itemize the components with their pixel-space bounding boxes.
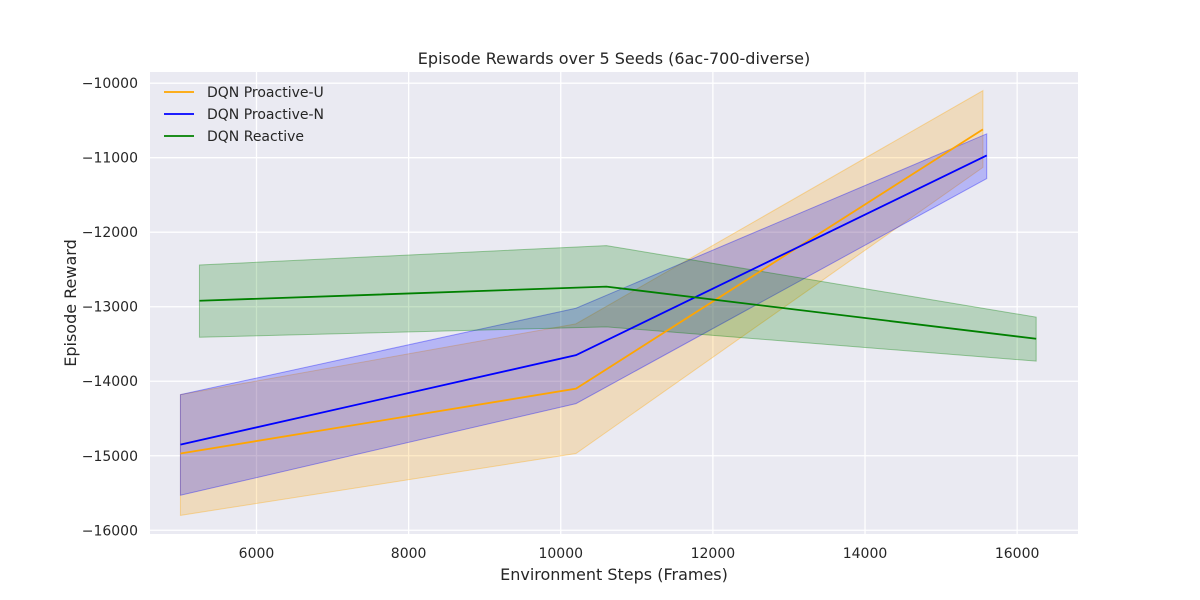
- y-tick-label: −15000: [82, 449, 138, 465]
- legend-label: DQN Proactive-N: [207, 107, 324, 123]
- tick-labels: 6000 8000 10000 12000 14000 16000 −16000 −15000…: [82, 76, 1040, 562]
- grid: [150, 72, 1078, 534]
- chart-title: Episode Rewards over 5 Seeds (6ac-700-di…: [418, 49, 810, 68]
- confidence-band: [198, 245, 1037, 362]
- x-tick-label: 12000: [691, 546, 736, 562]
- x-tick-label: 14000: [843, 546, 888, 562]
- legend-label: DQN Reactive: [207, 129, 304, 145]
- x-tick-label: 6000: [239, 546, 275, 562]
- x-tick-label: 10000: [538, 546, 583, 562]
- x-tick-label: 8000: [391, 546, 427, 562]
- y-tick-label: −13000: [82, 300, 138, 316]
- series-line: [180, 128, 984, 455]
- plot-background: [150, 72, 1078, 534]
- series-line: [199, 285, 1037, 340]
- series-lines: [180, 128, 1037, 455]
- x-tick-label: 16000: [995, 546, 1040, 562]
- legend: DQN Proactive-U DQN Proactive-N DQN Reacti…: [164, 85, 324, 145]
- y-tick-label: −11000: [82, 151, 138, 167]
- confidence-band: [179, 133, 988, 496]
- y-tick-label: −12000: [82, 225, 138, 241]
- legend-label: DQN Proactive-U: [207, 85, 324, 101]
- y-tick-label: −10000: [82, 76, 138, 92]
- y-tick-label: −14000: [82, 374, 138, 390]
- confidence-band: [179, 89, 984, 516]
- series-line: [180, 154, 988, 446]
- y-axis-label: Episode Reward: [61, 239, 80, 367]
- x-axis-label: Environment Steps (Frames): [500, 565, 728, 584]
- confidence-bands: [179, 89, 1037, 516]
- y-tick-label: −16000: [82, 523, 138, 539]
